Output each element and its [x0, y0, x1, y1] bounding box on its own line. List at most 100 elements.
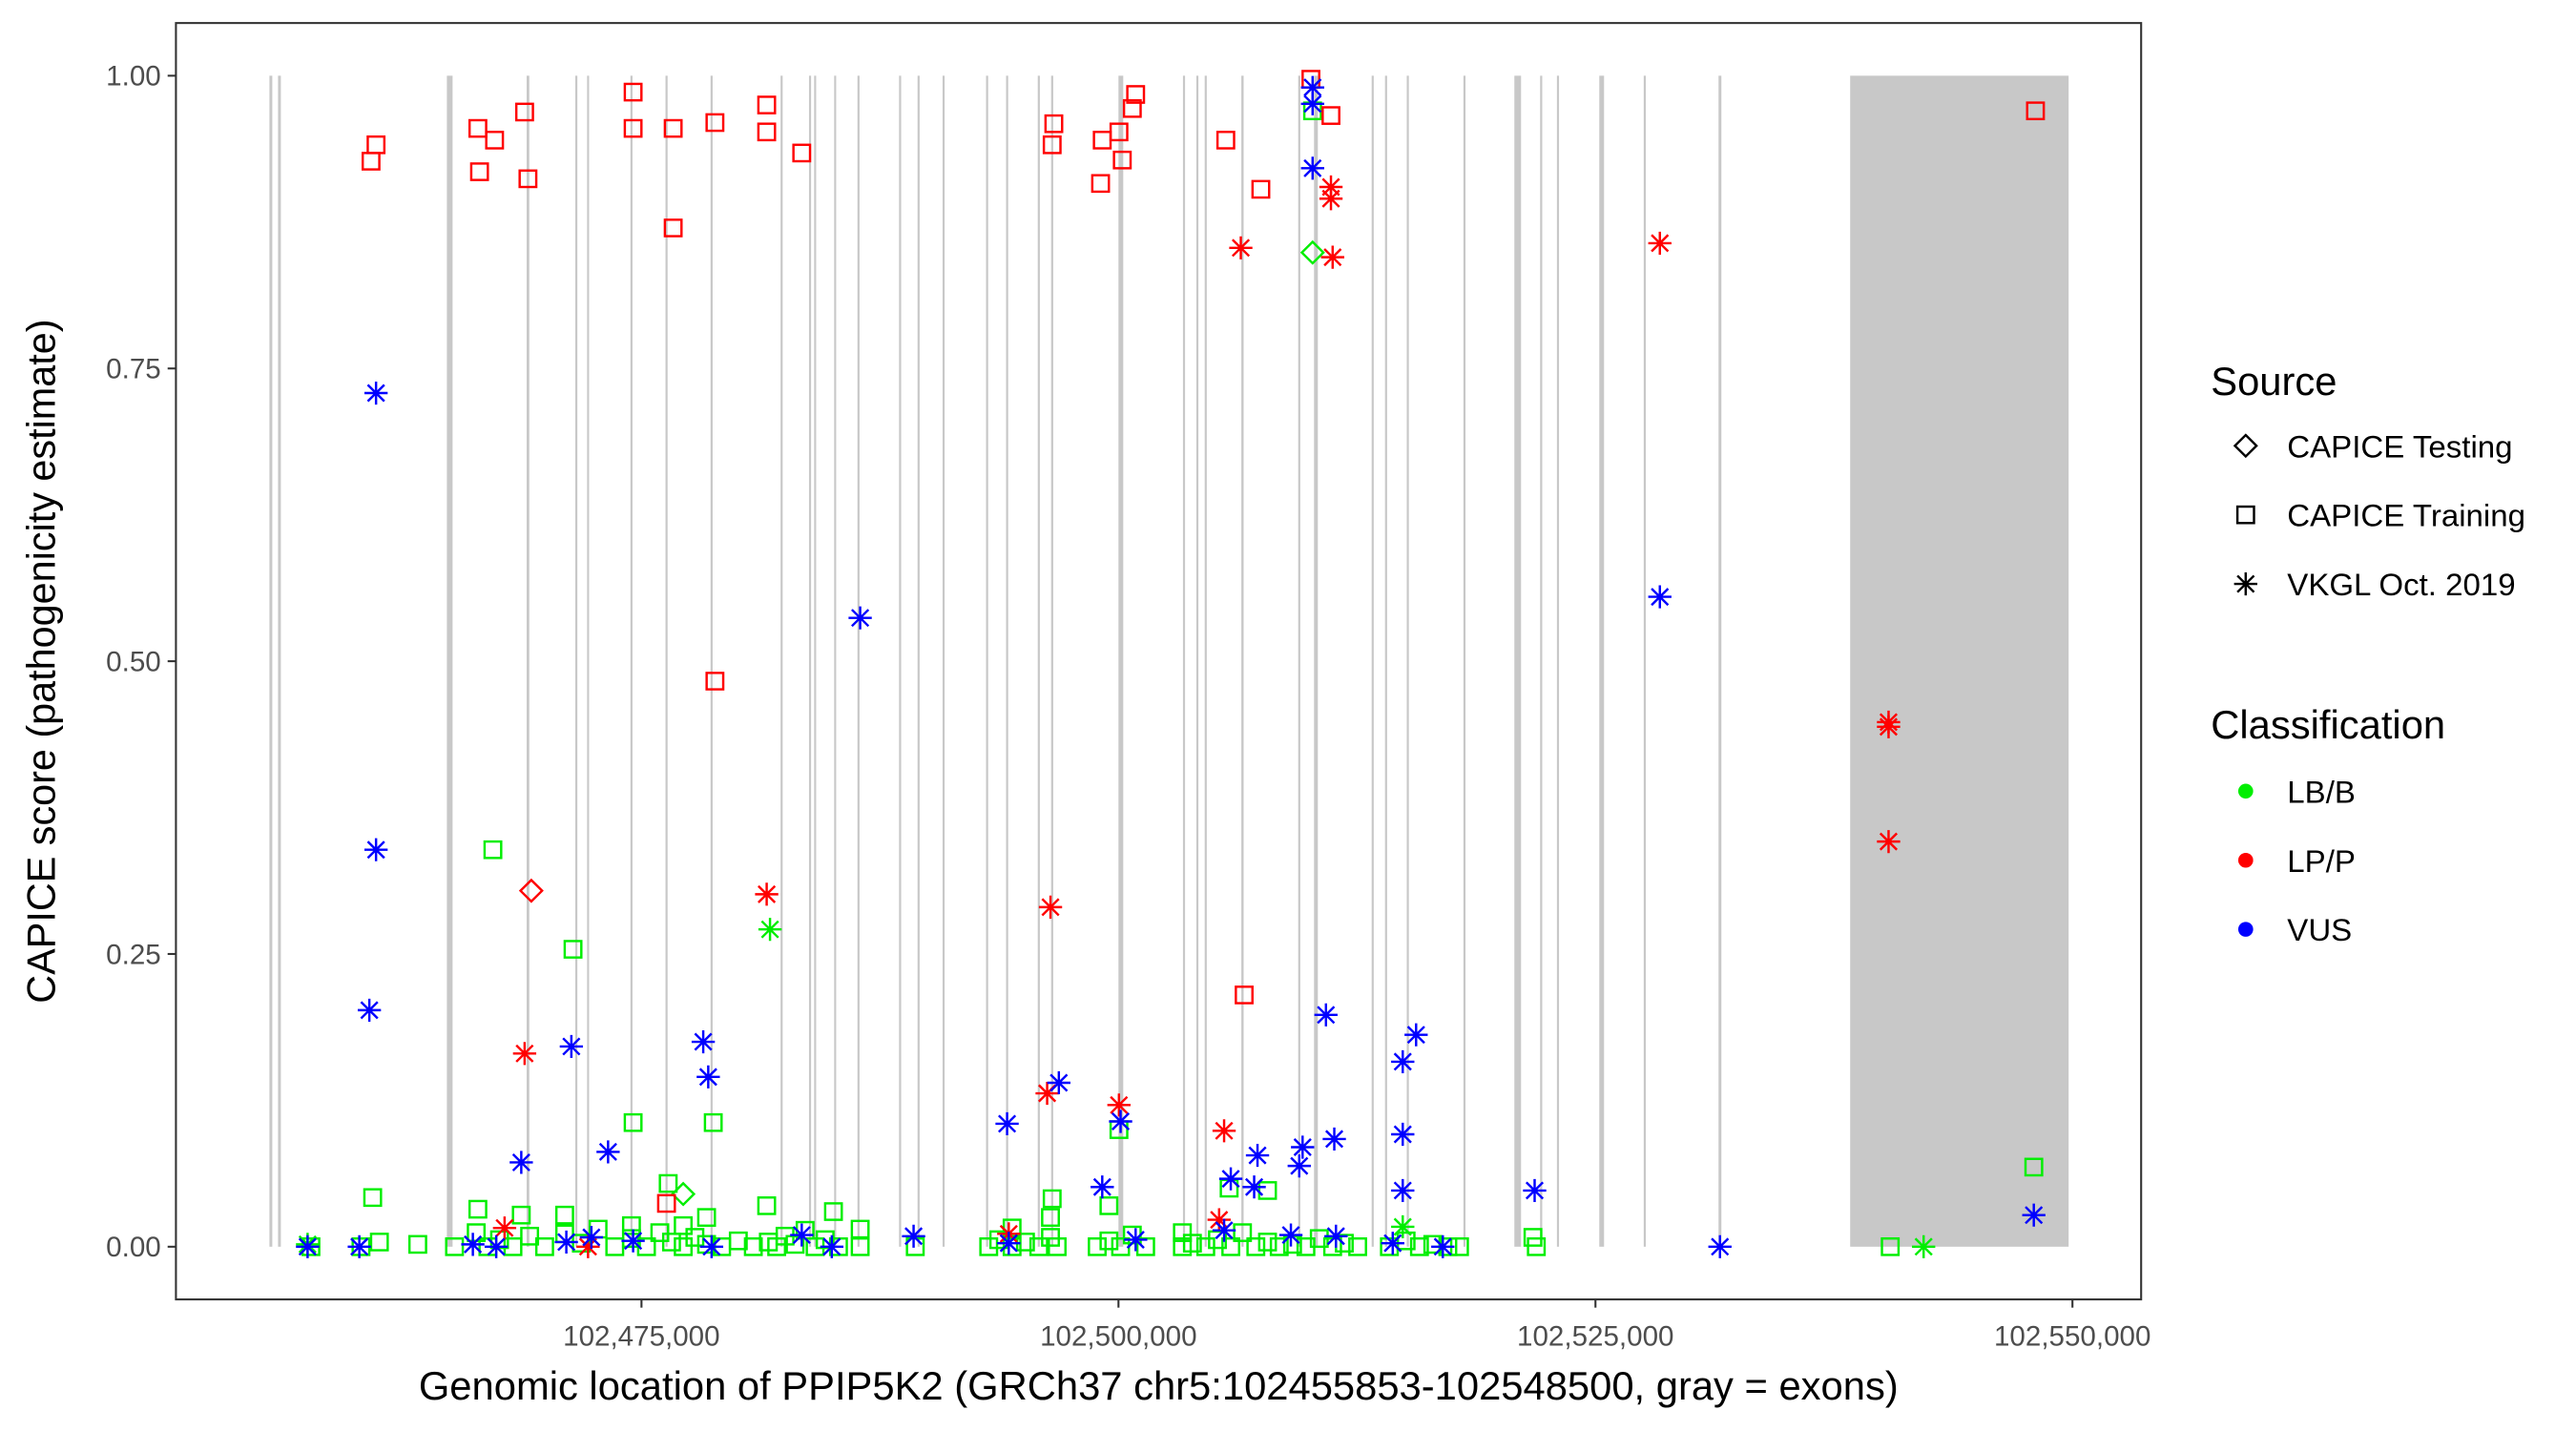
data-point-square	[703, 1112, 723, 1132]
legend-class-label: VUS	[2287, 912, 2352, 947]
data-point-square	[1109, 122, 1129, 142]
data-point-square	[445, 1237, 465, 1256]
legend-source-label: VKGL Oct. 2019	[2287, 567, 2515, 602]
data-point-asterisk	[579, 1225, 604, 1250]
data-point-asterisk	[1212, 1218, 1236, 1242]
exon-band	[1384, 75, 1387, 1247]
data-point-asterisk	[1877, 715, 1901, 738]
data-point-square	[663, 218, 683, 238]
data-point-square	[705, 672, 725, 691]
exon-band	[1514, 75, 1522, 1247]
exon-band	[1241, 75, 1244, 1247]
data-point-asterisk	[1287, 1154, 1311, 1178]
data-point-asterisk	[1314, 1003, 1338, 1027]
data-point-asterisk	[1218, 1167, 1243, 1191]
exon-band	[1463, 75, 1466, 1247]
exon-band	[1540, 75, 1543, 1247]
x-tick-label: 102,525,000	[1517, 1320, 1673, 1352]
legend-color-dot-icon	[2237, 852, 2254, 868]
data-point-square	[757, 122, 777, 142]
data-point-square	[823, 1202, 843, 1221]
data-point-square	[663, 118, 683, 138]
data-point-asterisk	[1124, 1228, 1148, 1252]
data-point-square	[518, 169, 538, 189]
data-point-asterisk	[790, 1223, 814, 1247]
data-point-square	[728, 1231, 748, 1251]
exon-band	[1204, 75, 1207, 1247]
data-point-square	[407, 1234, 427, 1255]
data-point-square	[563, 940, 583, 959]
data-point-square	[656, 1193, 676, 1213]
data-point-square	[1251, 179, 1271, 199]
data-point-diamond	[518, 878, 544, 903]
data-point-square	[1122, 98, 1142, 118]
legend-class-label: LP/P	[2287, 843, 2356, 879]
data-point-asterisk	[1038, 895, 1063, 919]
data-point-square	[534, 1237, 554, 1256]
data-point-asterisk	[758, 918, 782, 942]
legend-class-label: LB/B	[2287, 775, 2356, 810]
data-point-asterisk	[1391, 1049, 1415, 1073]
data-point-square	[1015, 1233, 1035, 1252]
data-point-square	[1233, 1223, 1253, 1242]
data-point-square	[1235, 985, 1254, 1005]
exon-band	[574, 75, 578, 1247]
data-point-square	[1044, 114, 1064, 134]
data-point-square	[511, 1205, 531, 1225]
data-point-asterisk	[1300, 156, 1324, 180]
data-point-square	[1042, 1189, 1062, 1209]
data-point-square	[1182, 1234, 1202, 1253]
exon-band	[665, 75, 668, 1247]
data-point-square	[685, 1228, 705, 1247]
exon-band	[1556, 75, 1560, 1247]
exon-band	[1314, 75, 1319, 1247]
legend-color-dot-icon	[2237, 783, 2254, 799]
data-point-square	[1396, 1231, 1416, 1251]
legend-color-dot-icon	[2237, 922, 2254, 937]
legend-diamond-icon	[2233, 433, 2258, 459]
data-point-square	[696, 1208, 717, 1227]
legend-source-label: CAPICE Testing	[2287, 428, 2512, 464]
data-point-asterisk	[1207, 1208, 1231, 1232]
data-point-square	[2025, 101, 2046, 121]
data-point-square	[1246, 1237, 1266, 1256]
exon-band	[780, 75, 783, 1247]
exon-band	[1643, 75, 1647, 1247]
data-point-square	[571, 1234, 592, 1253]
data-point-asterisk	[1319, 175, 1343, 199]
exon-band	[1182, 75, 1186, 1247]
data-point-square	[483, 840, 503, 860]
data-point-square	[1257, 1233, 1278, 1252]
data-point-asterisk	[1912, 1234, 1936, 1258]
data-point-asterisk	[347, 1234, 371, 1258]
data-point-square	[815, 1230, 835, 1250]
data-point-asterisk	[1242, 1175, 1266, 1199]
data-point-square	[369, 1233, 389, 1252]
data-point-square	[1112, 150, 1132, 170]
data-point-asterisk	[576, 1234, 600, 1258]
data-point-square	[1173, 1237, 1193, 1256]
data-point-square	[658, 1173, 678, 1193]
y-tick-label: 0.00	[106, 1232, 161, 1263]
data-point-square	[366, 135, 386, 155]
data-point-square	[467, 118, 488, 138]
exon-band	[899, 75, 902, 1247]
exon-band	[587, 75, 590, 1247]
data-point-square	[1041, 1208, 1060, 1227]
exon-band	[917, 75, 920, 1247]
data-point-square	[554, 1205, 574, 1225]
data-point-square	[621, 1215, 641, 1235]
exon-band	[1406, 75, 1409, 1247]
exon-band	[857, 75, 860, 1247]
x-axis: 102,475,000 102,500,000 102,525,000 102,550…	[563, 1299, 2150, 1352]
exon-band	[1850, 75, 2069, 1247]
exon-band	[1298, 75, 1300, 1247]
data-point-square	[792, 143, 812, 163]
data-point-square	[979, 1237, 999, 1256]
data-point-asterisk	[1109, 1110, 1132, 1133]
data-point-asterisk	[1047, 1070, 1070, 1095]
data-point-square	[467, 1199, 488, 1219]
data-point-square	[1321, 106, 1340, 125]
data-point-square	[1088, 1237, 1107, 1256]
data-point-asterisk	[1091, 1175, 1114, 1199]
